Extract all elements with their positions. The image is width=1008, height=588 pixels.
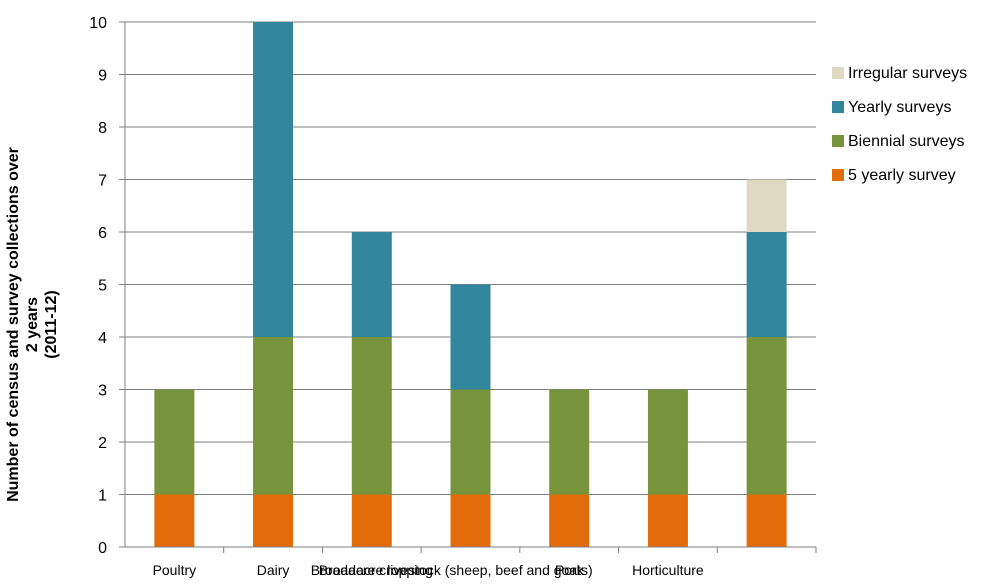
legend-swatch (832, 67, 844, 79)
x-tick-label: Broadacre cropping (311, 562, 433, 578)
bar-segment (746, 337, 787, 495)
legend-label: Irregular surveys (848, 65, 967, 82)
y-tick-label: 5 (98, 278, 107, 295)
y-tick-label: 2 (98, 435, 107, 452)
y-axis-title-line: (2011-12) (43, 290, 60, 359)
bar-segment (253, 494, 294, 547)
y-tick-label: 10 (89, 15, 107, 32)
y-tick-label: 0 (98, 540, 107, 557)
bars (154, 22, 787, 547)
y-axis-title-line: 2 years (24, 297, 41, 352)
bar-segment (351, 337, 392, 495)
y-tick-label: 8 (98, 120, 107, 137)
bar-segment (450, 494, 491, 547)
legend-swatch (832, 135, 844, 147)
y-tick-label: 7 (98, 173, 107, 190)
legend-swatch (832, 169, 844, 181)
y-axis-title-line: Number of census and survey collections … (5, 147, 22, 502)
bar-segment (647, 494, 688, 547)
x-tick-label: Broadacre livestock (sheep, beef and goa… (319, 562, 593, 578)
bar-segment (450, 284, 491, 390)
x-tick-labels: Poultry Dairy Broadacre croppingBroadacre … (153, 562, 704, 578)
y-axis-title: Number of census and survey collections … (5, 147, 60, 502)
bar-segment (351, 494, 392, 547)
y-tick-label: 3 (98, 383, 107, 400)
y-tick-label: 9 (98, 68, 107, 85)
legend-label: Yearly surveys (848, 99, 951, 116)
bar-segment (746, 494, 787, 547)
bar-segment (746, 179, 787, 232)
bar-segment (253, 22, 294, 337)
x-tick-label: Horticulture (632, 562, 704, 578)
bar-segment (154, 389, 195, 495)
x-tick-label: Poultry (153, 562, 197, 578)
legend-label: 5 yearly survey (848, 167, 956, 184)
y-tick-label: 6 (98, 225, 107, 242)
y-tick-label: 1 (98, 488, 107, 505)
y-tick-labels: 0 1 2 3 4 5 6 7 8 9 10 (89, 15, 107, 557)
bar-segment (549, 389, 590, 495)
bar-segment (450, 389, 491, 495)
bar-segment (253, 337, 294, 495)
bar-segment (154, 494, 195, 547)
x-tick-label: Dairy (257, 562, 290, 578)
legend-swatch (832, 101, 844, 113)
x-tick-label: Pork (555, 562, 585, 578)
y-tick-label: 4 (98, 330, 107, 347)
bar-segment (351, 232, 392, 337)
bar-segment (647, 389, 688, 495)
legend-label: Biennial surveys (848, 133, 965, 150)
axes (119, 21, 817, 553)
bar-segment (746, 232, 787, 337)
legend: Irregular surveys Yearly surveys Biennial … (832, 65, 967, 184)
bar-segment (549, 494, 590, 547)
